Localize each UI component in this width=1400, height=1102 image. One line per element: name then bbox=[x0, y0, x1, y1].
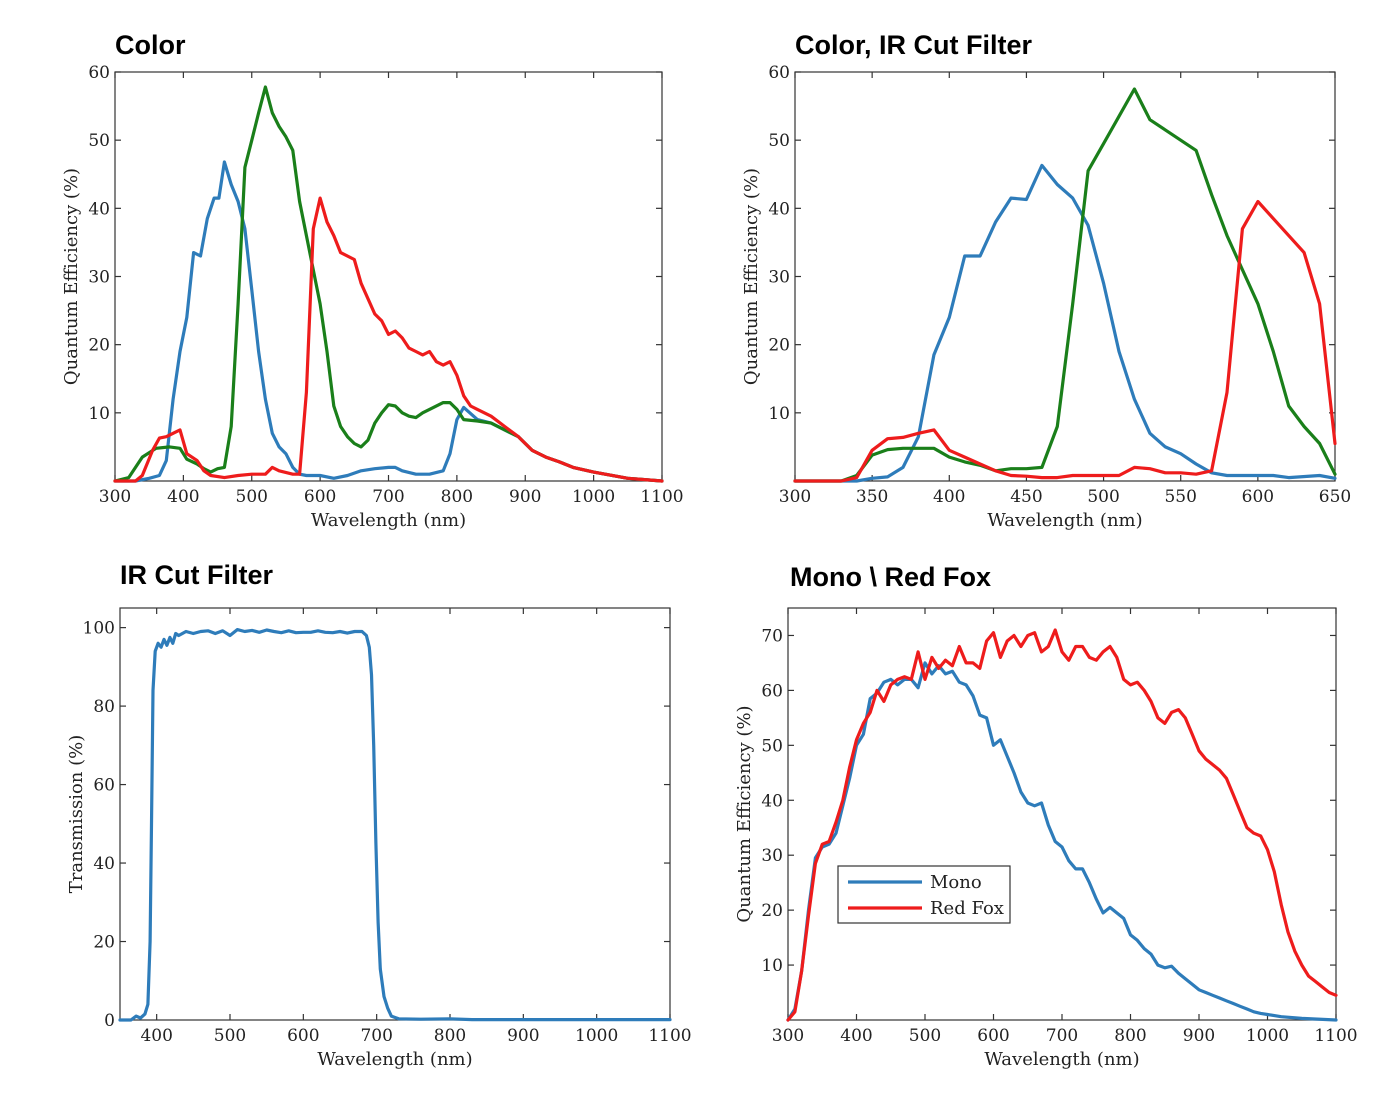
y-tick-label: 10 bbox=[761, 956, 783, 976]
x-tick-label: 700 bbox=[360, 1026, 392, 1046]
x-tick-label: 900 bbox=[509, 487, 541, 507]
x-tick-label: 900 bbox=[507, 1026, 539, 1046]
x-tick-label: 300 bbox=[772, 1026, 804, 1046]
x-tick-label: 500 bbox=[214, 1026, 246, 1046]
x-tick-label: 800 bbox=[1114, 1026, 1146, 1046]
plot-frame bbox=[794, 71, 1336, 482]
plot-frame bbox=[114, 71, 663, 482]
x-tick-label: 1000 bbox=[1246, 1026, 1289, 1046]
y-axis-label: Quantum Efficiency (%) bbox=[61, 168, 82, 385]
x-tick-label: 800 bbox=[441, 487, 473, 507]
chart-title: Mono \ Red Fox bbox=[790, 562, 991, 592]
x-tick-label: 350 bbox=[856, 487, 888, 507]
y-tick-label: 20 bbox=[88, 336, 110, 356]
x-tick-label: 450 bbox=[1010, 487, 1042, 507]
x-tick-label: 500 bbox=[236, 487, 268, 507]
y-tick-label: 60 bbox=[93, 776, 115, 796]
x-tick-label: 550 bbox=[1164, 487, 1196, 507]
series-line-blue bbox=[113, 160, 664, 483]
y-tick-label: 10 bbox=[88, 404, 110, 424]
x-tick-label: 500 bbox=[909, 1026, 941, 1046]
y-tick-label: 30 bbox=[768, 268, 790, 288]
x-tick-label: 300 bbox=[99, 487, 131, 507]
y-tick-label: 80 bbox=[93, 697, 115, 717]
series-line-ir-cut-filter bbox=[118, 628, 672, 1022]
y-axis-label: Transmission (%) bbox=[66, 735, 87, 894]
y-tick-label: 40 bbox=[768, 199, 790, 219]
series-line-green bbox=[793, 87, 1337, 483]
y-tick-label: 100 bbox=[83, 619, 115, 639]
x-tick-label: 600 bbox=[304, 487, 336, 507]
x-axis-label: Wavelength (nm) bbox=[311, 510, 466, 531]
y-axis-label: Quantum Efficiency (%) bbox=[734, 705, 755, 922]
x-tick-label: 1000 bbox=[572, 487, 615, 507]
chart-panel-2: Color, IR Cut Filter 300 350 400 450 500 550 60… bbox=[741, 30, 1351, 531]
x-tick-label: 300 bbox=[779, 487, 811, 507]
chart-title: Color, IR Cut Filter bbox=[795, 30, 1032, 60]
x-tick-label: 1100 bbox=[648, 1026, 691, 1046]
x-tick-label: 400 bbox=[933, 487, 965, 507]
x-tick-label: 600 bbox=[977, 1026, 1009, 1046]
x-tick-label: 600 bbox=[1242, 487, 1274, 507]
y-tick-label: 50 bbox=[768, 131, 790, 151]
legend-box bbox=[837, 865, 1011, 924]
x-tick-label: 600 bbox=[287, 1026, 319, 1046]
x-tick-label: 400 bbox=[840, 1026, 872, 1046]
y-tick-label: 30 bbox=[88, 268, 110, 288]
series-line-mono bbox=[786, 661, 1338, 1022]
y-tick-label: 70 bbox=[761, 626, 783, 646]
chart-title: Color bbox=[115, 30, 186, 60]
x-tick-label: 400 bbox=[140, 1026, 172, 1046]
y-tick-label: 0 bbox=[104, 1011, 115, 1031]
x-tick-label: 800 bbox=[434, 1026, 466, 1046]
chart-panel-1: Color 300 400 500 600 700 800 900 1000 1100 10 20 30… bbox=[61, 30, 684, 531]
y-tick-label: 20 bbox=[768, 336, 790, 356]
series-line-blue bbox=[793, 163, 1337, 483]
plot-frame bbox=[787, 607, 1337, 1021]
y-tick-label: 60 bbox=[88, 63, 110, 83]
x-tick-label: 900 bbox=[1183, 1026, 1215, 1046]
chart-title: IR Cut Filter bbox=[120, 560, 273, 590]
legend-label: Red Fox bbox=[930, 898, 1004, 919]
x-tick-label: 700 bbox=[1046, 1026, 1078, 1046]
x-tick-label: 650 bbox=[1319, 487, 1351, 507]
y-tick-label: 60 bbox=[761, 681, 783, 701]
y-tick-label: 40 bbox=[93, 854, 115, 874]
plot-frame bbox=[119, 607, 671, 1021]
legend-label: Mono bbox=[930, 872, 982, 893]
series-line-red bbox=[793, 199, 1337, 483]
chart-panel-3: IR Cut Filter 400 500 600 700 800 900 1000 1100 0… bbox=[66, 560, 692, 1070]
series-line-green bbox=[113, 85, 664, 483]
y-tick-label: 10 bbox=[768, 404, 790, 424]
x-tick-label: 1100 bbox=[1314, 1026, 1357, 1046]
y-tick-label: 40 bbox=[88, 199, 110, 219]
y-axis-label: Quantum Efficiency (%) bbox=[741, 168, 762, 385]
x-tick-label: 700 bbox=[372, 487, 404, 507]
y-tick-label: 30 bbox=[761, 846, 783, 866]
x-axis-label: Wavelength (nm) bbox=[317, 1049, 472, 1070]
y-tick-label: 20 bbox=[93, 933, 115, 953]
series-line-red-fox bbox=[786, 628, 1338, 1022]
y-tick-label: 50 bbox=[761, 736, 783, 756]
x-tick-label: 500 bbox=[1087, 487, 1119, 507]
x-axis-label: Wavelength (nm) bbox=[987, 510, 1142, 531]
legend: Mono Red Fox bbox=[837, 865, 1011, 924]
chart-panel-4: Mono \ Red Fox 300 400 500 600 700 800 900 1000 1… bbox=[734, 562, 1358, 1070]
x-axis-label: Wavelength (nm) bbox=[984, 1049, 1139, 1070]
y-tick-label: 60 bbox=[768, 63, 790, 83]
series-line-red bbox=[113, 196, 664, 483]
y-tick-label: 20 bbox=[761, 901, 783, 921]
x-tick-label: 400 bbox=[167, 487, 199, 507]
y-tick-label: 40 bbox=[761, 791, 783, 811]
y-tick-label: 50 bbox=[88, 131, 110, 151]
x-tick-label: 1000 bbox=[575, 1026, 618, 1046]
x-tick-label: 1100 bbox=[640, 487, 683, 507]
